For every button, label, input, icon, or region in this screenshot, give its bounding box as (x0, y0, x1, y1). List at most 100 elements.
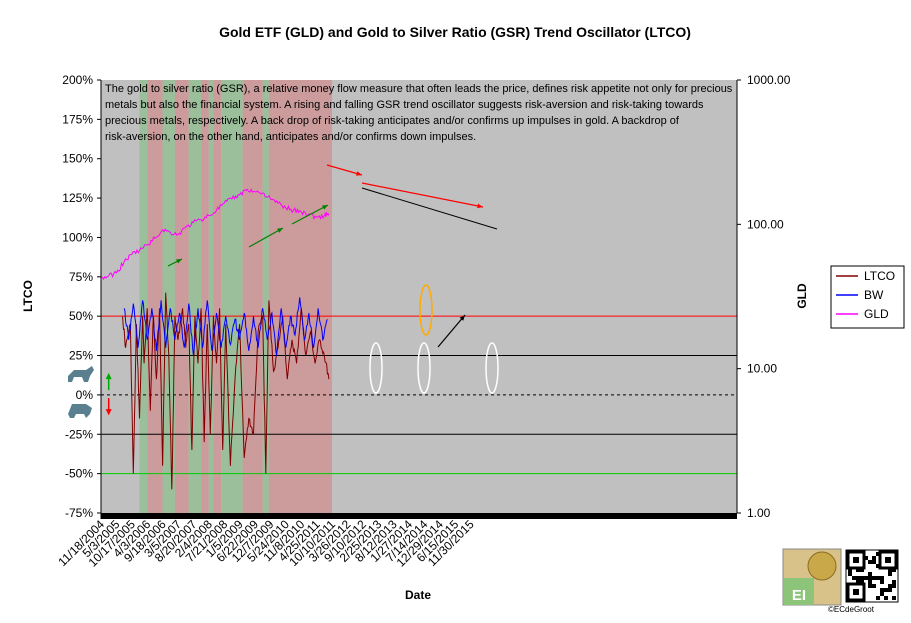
qr-module (888, 588, 892, 592)
qr-module (876, 576, 880, 580)
qr-module (864, 556, 868, 560)
qr-module (872, 556, 876, 560)
arrow-up-green-head (105, 372, 112, 380)
legend-label-gld: GLD (864, 307, 889, 321)
qr-module (888, 584, 892, 588)
trend-arrow-green-head (277, 228, 283, 233)
y-left-tick-label: 75% (69, 270, 93, 284)
highlight-ellipse-white-1 (417, 342, 431, 394)
region-risk-taking-11 (262, 80, 269, 513)
region-risk-taking-7 (208, 80, 214, 513)
series-line-ltco (122, 292, 330, 490)
y-left-tick-label: 25% (69, 349, 93, 363)
y-left-tick-label: 100% (62, 230, 93, 244)
qr-module (856, 576, 860, 580)
y-right-tick-label: 100.00 (747, 217, 784, 231)
y-right-tick-label: 1000.00 (747, 73, 791, 87)
x-axis-bar (101, 513, 737, 519)
region-risk-taking-1 (139, 80, 148, 513)
arrow-down-red-head (105, 409, 112, 416)
region-risk-taking-3 (162, 80, 175, 513)
plot-area: 200% 175% 150% 125% 100% 75% 50% 25% 0% -25% -50% -… (55, 73, 790, 570)
qr-module (848, 568, 852, 572)
trend-arrow-green-head (322, 205, 328, 210)
y-left-tick-label: -50% (65, 467, 93, 481)
y-left-tick-label: -75% (65, 506, 93, 520)
y-left-tick-label: 200% (62, 73, 93, 87)
logo-area: EI (782, 548, 899, 606)
y-left-tick-label: 0% (76, 388, 94, 402)
qr-module (892, 580, 896, 584)
y-axis-left-label: LTCO (21, 280, 35, 312)
legend-label-bw: BW (864, 288, 884, 302)
qr-module (884, 588, 888, 592)
qr-finder-center-0 (853, 557, 859, 563)
qr-finder-center-1 (885, 557, 891, 563)
highlight-ellipse-white-0 (369, 342, 383, 394)
logo-green-panel (784, 578, 814, 605)
y-left-tick-label: 125% (62, 191, 93, 205)
highlight-ellipse-orange (419, 284, 433, 336)
series-line-bw (123, 297, 328, 356)
y-left-tick-label: 50% (69, 309, 93, 323)
chart-title: Gold ETF (GLD) and Gold to Silver Ratio … (219, 24, 691, 40)
x-axis-label: Date (405, 588, 431, 602)
y-axis-right-label: GLD (795, 283, 809, 309)
trend-arrow-red-head (356, 171, 362, 176)
region-risk-aversion-6 (201, 80, 209, 513)
annotation-text: The gold to silver ratio (GSR), a relati… (105, 83, 733, 143)
trend-arrow-red-head (477, 203, 483, 209)
qr-module (868, 572, 872, 576)
coin-icon (807, 551, 837, 581)
qr-module (888, 572, 892, 576)
bull-shape (68, 366, 94, 382)
y-right-tick-label: 1.00 (747, 506, 771, 520)
qr-module (852, 576, 856, 580)
legend-label-ltco: LTCO (864, 269, 895, 283)
region-risk-taking-9 (221, 80, 243, 513)
y-right-tick-label: 10.00 (747, 362, 777, 376)
series-line-gld (100, 188, 330, 280)
region-risk-aversion-10 (242, 80, 263, 513)
trend-arrow-red (326, 164, 363, 176)
y-left-tick-label: 175% (62, 112, 93, 126)
qr-module (892, 568, 896, 572)
qr-module (856, 580, 860, 584)
qr-module (868, 560, 872, 564)
qr-finder-center-2 (853, 589, 859, 595)
bull-icon (68, 366, 94, 382)
qr-module (880, 588, 884, 592)
qr-module (876, 552, 880, 556)
highlight-ellipse-white-2 (485, 342, 499, 394)
trend-arrow-black (437, 314, 466, 348)
trend-arrow-black-head (459, 315, 465, 321)
qr-module (856, 568, 860, 572)
qr-module (892, 596, 896, 600)
gld-trendline (361, 187, 498, 230)
region-risk-aversion-8 (213, 80, 222, 513)
qr-module (860, 576, 864, 580)
y-left-tick-label: 150% (62, 152, 93, 166)
copyright-text: ©ECdeGroot (828, 605, 875, 614)
trend-arrow-green (248, 227, 284, 248)
region-risk-taking-5 (188, 80, 202, 513)
qr-module (876, 564, 880, 568)
trend-arrow-green-head (176, 259, 182, 264)
logo-text: EI (792, 587, 806, 604)
trend-arrow-red (361, 182, 484, 208)
bear-shape (68, 404, 92, 418)
qr-module (860, 568, 864, 572)
qr-module (880, 576, 884, 580)
qr-module (860, 580, 864, 584)
region-risk-aversion-4 (174, 80, 189, 513)
qr-module (892, 584, 896, 588)
qr-module (868, 576, 872, 580)
qr-module (888, 568, 892, 572)
qr-module (872, 584, 876, 588)
qr-module (880, 592, 884, 596)
qr-module (868, 580, 872, 584)
qr-module (872, 560, 876, 564)
qr-module (848, 572, 852, 576)
qr-module (872, 576, 876, 580)
